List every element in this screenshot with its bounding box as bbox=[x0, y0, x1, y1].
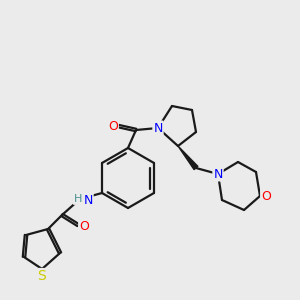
Text: N: N bbox=[153, 122, 163, 134]
Text: S: S bbox=[37, 269, 45, 283]
Text: N: N bbox=[213, 167, 223, 181]
Text: O: O bbox=[108, 119, 118, 133]
Polygon shape bbox=[178, 146, 198, 169]
Text: O: O bbox=[79, 220, 89, 233]
Text: N: N bbox=[83, 194, 93, 206]
Text: O: O bbox=[261, 190, 271, 202]
Text: H: H bbox=[74, 194, 82, 204]
